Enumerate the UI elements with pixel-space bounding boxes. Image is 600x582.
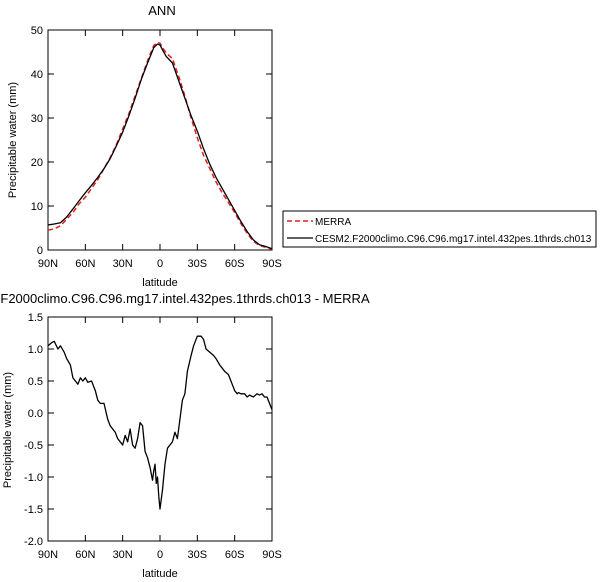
top-x-tick-label: 0 xyxy=(157,258,163,270)
bottom-y-tick-label: -0.5 xyxy=(24,440,43,452)
bottom-chart-title: F2000climo.C96.C96.mg17.intel.432pes.1th… xyxy=(0,291,370,306)
bottom-x-axis-label: latitude xyxy=(142,568,177,580)
legend-box xyxy=(282,210,597,248)
legend-label-cesm2: CESM2.F2000climo.C96.C96.mg17.intel.432p… xyxy=(315,234,592,245)
top-x-tick-label: 90N xyxy=(38,258,58,270)
top-x-ticks: 90N 60N 30N 0 30S 60S 90S xyxy=(38,30,282,270)
bottom-y-tick-label: -1.0 xyxy=(24,472,43,484)
top-x-tick-label: 60S xyxy=(225,258,245,270)
bottom-y-ticks: -2.0 -1.5 -1.0 -0.5 0.0 0.5 1.0 1.5 xyxy=(24,312,272,548)
top-x-tick-label: 30N xyxy=(113,258,133,270)
bottom-y-tick-label: 1.0 xyxy=(28,344,43,356)
top-series xyxy=(47,41,273,250)
bottom-y-tick-label: 0.5 xyxy=(28,376,43,388)
bottom-x-tick-label: 30N xyxy=(113,549,133,561)
top-y-tick-label: 50 xyxy=(31,25,43,37)
top-series-line-0 xyxy=(47,41,273,250)
top-y-tick-label: 10 xyxy=(31,201,43,213)
top-y-tick-label: 30 xyxy=(31,113,43,125)
top-x-axis-label: latitude xyxy=(142,277,177,289)
bottom-x-tick-label: 60N xyxy=(75,549,95,561)
bottom-y-tick-label: -1.5 xyxy=(24,504,43,516)
top-y-tick-label: 20 xyxy=(31,157,43,169)
bottom-y-tick-label: -2.0 xyxy=(24,536,43,548)
top-panel: ANN 0 10 20 30 40 50 90N 60N 30N 0 30S 60S 90S lati… xyxy=(7,3,282,289)
bottom-panel: F2000climo.C96.C96.mg17.intel.432pes.1th… xyxy=(0,291,370,580)
bottom-y-axis-label: Precipitable water (mm) xyxy=(2,372,14,488)
top-y-ticks: 0 10 20 30 40 50 xyxy=(31,25,272,257)
bottom-series-line-0 xyxy=(47,335,273,510)
bottom-x-tick-label: 90S xyxy=(262,549,282,561)
top-chart-title: ANN xyxy=(148,3,175,18)
legend: MERRA CESM2.F2000climo.C96.C96.mg17.inte… xyxy=(282,210,597,248)
bottom-x-tick-label: 0 xyxy=(157,549,163,561)
top-y-tick-label: 0 xyxy=(37,245,43,257)
bottom-x-tick-label: 90N xyxy=(38,549,58,561)
bottom-series xyxy=(47,335,273,510)
bottom-y-tick-label: 1.5 xyxy=(28,312,43,324)
top-y-tick-label: 40 xyxy=(31,69,43,81)
top-series-line-1 xyxy=(47,43,273,250)
top-x-tick-label: 90S xyxy=(262,258,282,270)
bottom-y-tick-label: 0.0 xyxy=(28,408,43,420)
legend-label-merra: MERRA xyxy=(315,217,351,228)
bottom-x-ticks: 90N 60N 30N 0 30S 60S 90S xyxy=(38,317,282,561)
top-x-tick-label: 60N xyxy=(75,258,95,270)
bottom-x-tick-label: 60S xyxy=(225,549,245,561)
top-y-axis-label: Precipitable water (mm) xyxy=(7,82,19,198)
top-x-tick-label: 30S xyxy=(188,258,208,270)
bottom-x-tick-label: 30S xyxy=(188,549,208,561)
